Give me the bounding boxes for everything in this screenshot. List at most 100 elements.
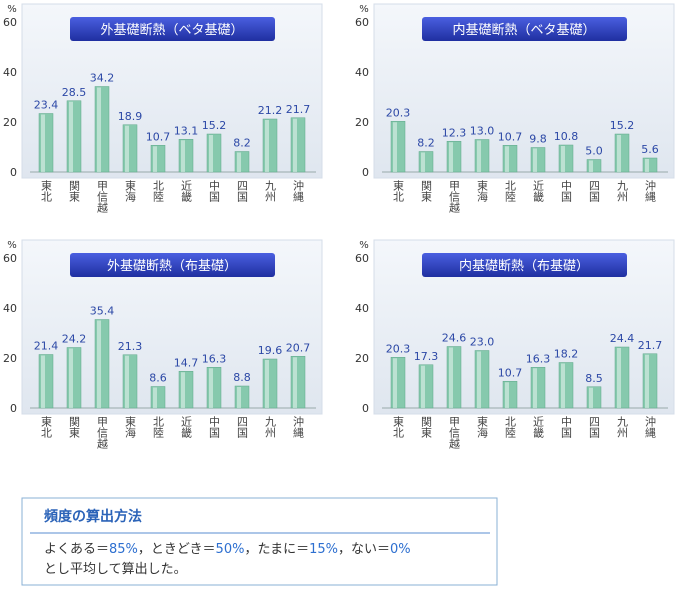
bar (474, 350, 490, 409)
bar-shine (69, 101, 73, 172)
y-tick-label: 40 (3, 66, 17, 79)
bar-shine (421, 152, 425, 172)
bar-shine (393, 358, 397, 408)
x-tick-label: 甲信越 (96, 180, 109, 214)
value-label: 8.5 (585, 372, 603, 385)
y-tick-label: 60 (3, 252, 17, 265)
y-tick-label: 60 (355, 252, 369, 265)
bar (206, 133, 222, 173)
x-tick-label: 北陸 (152, 416, 165, 438)
bar (178, 371, 194, 409)
value-label: 34.2 (90, 72, 115, 85)
bar (474, 139, 490, 173)
title-pill (422, 253, 627, 277)
value-label: 21.3 (118, 340, 143, 353)
value-label: 23.0 (470, 336, 495, 349)
bar (150, 386, 166, 409)
bar (38, 113, 54, 173)
y-tick-label: 0 (10, 166, 17, 179)
value-label: 13.0 (470, 125, 495, 138)
bar (642, 157, 658, 173)
x-tick-label: 関東 (420, 416, 433, 439)
bar-shine (421, 365, 425, 408)
value-label: 8.8 (233, 371, 251, 384)
y-tick-label: 0 (10, 402, 17, 415)
value-label: 14.7 (174, 356, 199, 369)
x-tick-label: 東海 (124, 416, 137, 439)
bar-shine (181, 140, 185, 172)
x-tick-label: 東北 (392, 180, 405, 202)
bar-shine (477, 140, 481, 172)
x-tick-label: 甲信越 (448, 416, 461, 450)
value-label: 28.5 (62, 86, 87, 99)
y-axis-label: % (7, 240, 17, 251)
note-line: とし平均して算出した。 (44, 562, 187, 577)
bar-shine (97, 87, 101, 172)
bar (290, 117, 306, 173)
bar-shine (153, 387, 157, 408)
bar-shine (41, 355, 45, 408)
x-tick-label: 沖縄 (644, 416, 657, 438)
bar (234, 385, 250, 409)
x-tick-label: 近畿 (180, 416, 193, 439)
x-tick-label: 関東 (68, 416, 81, 439)
bar-shine (293, 357, 297, 408)
bar (290, 356, 306, 409)
bar-shine (645, 354, 649, 408)
x-tick-label: 中国 (208, 416, 221, 439)
value-label: 13.1 (174, 124, 199, 137)
x-tick-label: 東北 (40, 416, 53, 438)
note-title: 頻度の算出方法 (44, 508, 142, 525)
x-tick-label: 中国 (560, 180, 573, 203)
x-tick-label: 中国 (208, 180, 221, 203)
bar-shine (393, 122, 397, 172)
bar (502, 145, 518, 173)
value-label: 10.7 (146, 130, 171, 143)
value-label: 18.2 (554, 348, 579, 361)
value-label: 10.8 (554, 130, 579, 143)
value-label: 20.7 (286, 341, 311, 354)
value-label: 24.4 (610, 332, 635, 345)
y-axis-label: % (7, 4, 17, 15)
y-tick-label: 20 (355, 352, 369, 365)
bar-shine (265, 120, 269, 172)
bar (614, 133, 630, 173)
bar (206, 367, 222, 409)
value-label: 8.2 (417, 137, 435, 150)
x-tick-label: 九州 (264, 180, 277, 202)
bar-shine (645, 159, 649, 172)
bar-shine (617, 348, 621, 408)
bar-shine (265, 360, 269, 408)
bar-shine (589, 160, 593, 172)
bar-shine (505, 146, 509, 172)
value-label: 9.8 (529, 133, 547, 146)
x-tick-label: 東海 (124, 180, 137, 203)
note-line: よくある＝85%，ときどき＝50%，たまに＝15%，ない＝0% (44, 542, 411, 557)
y-tick-label: 20 (3, 352, 17, 365)
bar-shine (125, 125, 129, 172)
x-tick-label: 甲信越 (448, 180, 461, 214)
bar (94, 319, 110, 409)
value-label: 15.2 (610, 119, 635, 132)
bar (178, 139, 194, 173)
value-label: 16.3 (526, 352, 551, 365)
x-tick-label: 北陸 (504, 180, 517, 202)
note-segment: 15% (309, 542, 338, 557)
bar-shine (181, 372, 185, 408)
value-label: 23.4 (34, 99, 59, 112)
bar (446, 346, 462, 409)
x-tick-label: 近畿 (180, 180, 193, 203)
bar-shine (449, 347, 453, 408)
bar (262, 358, 278, 409)
bar (614, 346, 630, 409)
x-tick-label: 近畿 (532, 180, 545, 203)
x-tick-label: 東北 (40, 180, 53, 202)
value-label: 8.2 (233, 137, 251, 150)
bar (642, 353, 658, 409)
note-box (21, 497, 498, 586)
bar (530, 147, 546, 173)
x-tick-label: 九州 (616, 416, 629, 438)
bar (390, 357, 406, 409)
y-axis-label: % (359, 4, 369, 15)
